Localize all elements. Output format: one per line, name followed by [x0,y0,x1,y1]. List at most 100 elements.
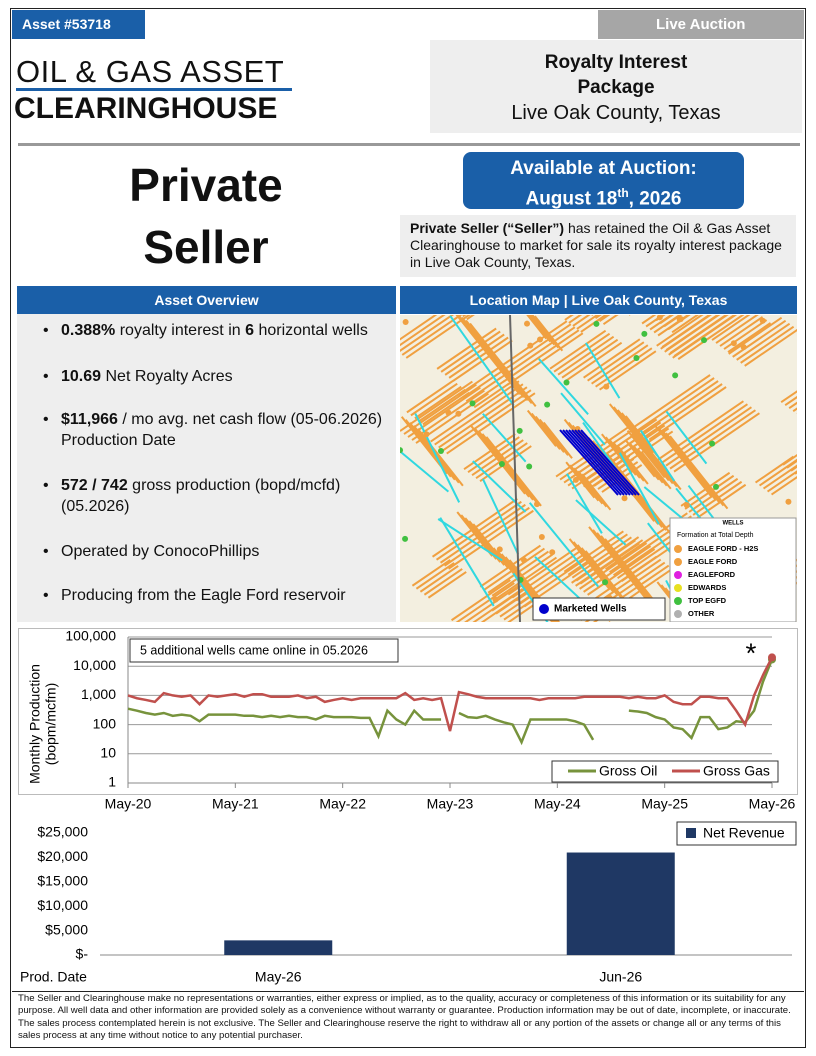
lease-line [732,319,787,358]
lease-line [656,315,704,347]
well-dot [621,495,628,502]
lateral-line [575,499,627,546]
lease-line [645,315,665,328]
lease-line [736,322,791,361]
annotation: 5 additional wells came online in 05.202… [140,643,368,657]
lease-line [477,430,534,501]
rule [12,991,804,992]
lease-line [653,423,713,498]
lease-line [406,379,454,414]
lease-line [642,441,682,491]
lease-line [576,544,618,596]
y-tick-label: $5,000 [45,921,88,937]
lease-line [563,530,624,573]
lease-line [410,382,458,417]
bold-text: 10.69 [61,368,102,385]
lease-line [531,315,560,349]
lease-line [465,376,502,403]
legend-title: WELLS [723,521,744,527]
well-dot [516,427,523,434]
well-dot [526,463,533,470]
lease-line [526,315,548,340]
lease-line [404,419,452,478]
lateral-line [482,478,520,555]
legend-box [551,760,779,783]
lease-line [418,388,466,423]
lease-line [461,373,498,400]
y-tick-label: $15,000 [37,873,88,889]
text: horizontal wells [254,322,368,339]
lease-line [583,545,652,593]
y-tick-label: 10 [100,745,116,761]
lease-line [481,433,538,504]
lateral-line [585,342,621,399]
legend-subtitle: Formation at Total Depth [677,532,754,539]
lease-line [608,403,643,445]
text: Net Royalty Acres [101,368,233,385]
lateral-line [437,518,503,562]
lease-line [636,377,715,432]
bullet: $11,966 / mo avg. net cash flow (05-06.2… [43,409,406,451]
lease-line [740,325,795,364]
lease-line [583,427,670,488]
well-dot [759,317,766,324]
marketed-well [571,429,631,496]
disclaimer: The Seller and Clearinghouse make no rep… [18,993,791,1041]
legend-box [669,517,797,622]
lease-line [415,562,455,590]
lease-line [629,442,660,481]
lateral-line [566,473,603,534]
lease-line [419,565,459,593]
marketed-well [559,429,619,496]
well-dot [676,316,683,323]
lease-line [440,330,501,373]
lease-line [549,329,607,370]
logo-rule [16,88,292,91]
location: Live Oak County, Texas [511,102,721,124]
well-dot [593,320,600,327]
well-dot [402,535,409,542]
lease-line [461,316,529,401]
well-dot [445,409,452,416]
seller-line: Seller [143,221,269,273]
lease-line [436,327,497,370]
well-dot [423,431,430,438]
lease-line [754,455,795,484]
y-tick-label: $- [76,946,89,962]
lease-line [641,315,657,325]
well-dot [683,502,690,509]
lease-line [575,421,662,482]
marketed-well [574,429,634,496]
lease-line [561,338,619,379]
section-header: Asset Overview [17,286,396,314]
lease-line [467,436,520,473]
well-dot [498,460,505,467]
lease-line [657,426,717,501]
lease-line [672,315,738,359]
lease-line [534,315,564,352]
lease-line [571,536,640,584]
lease-line [625,439,656,478]
legend-marker [674,571,682,579]
lease-line [450,579,511,622]
lease-line [506,332,584,386]
x-tick-label: May-24 [534,796,581,812]
marketed-well [580,429,640,496]
bold-text: 6 [245,322,254,339]
lease-line [780,390,797,404]
legend-label: EAGLE FORD - H2S [688,544,758,553]
lease-line [758,458,797,487]
bar [566,852,675,955]
marketed-marker [539,604,549,614]
lease-line [580,547,622,599]
lease-line [495,556,558,600]
legend-label: TOP EGFD [688,596,727,605]
status: Live Auction [598,10,804,39]
lease-line [588,526,649,603]
well-dot [603,383,610,390]
lease-line [671,315,700,334]
lease-line [569,464,600,502]
lease-line [669,435,729,510]
road [509,315,521,622]
